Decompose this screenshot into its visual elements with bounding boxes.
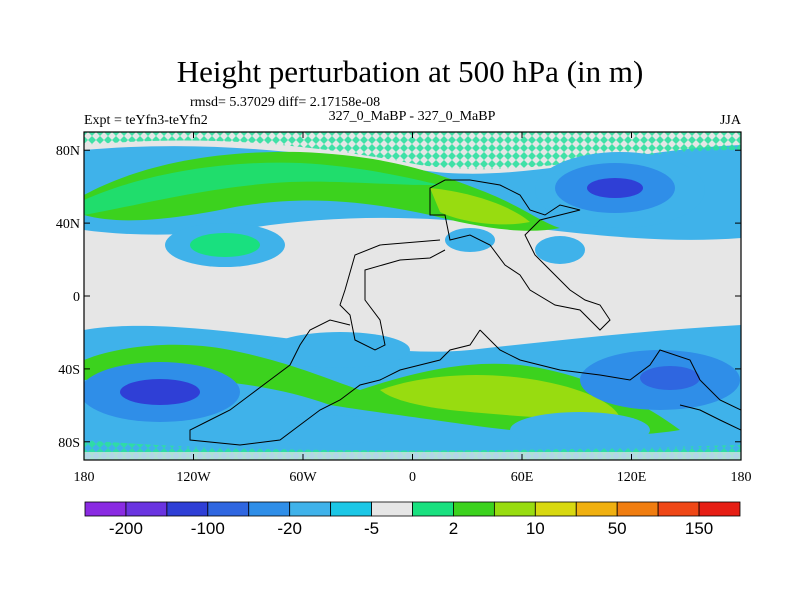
colorbar-swatch xyxy=(371,501,413,517)
colorbar-label: 50 xyxy=(608,519,627,538)
right-label: JJA xyxy=(720,113,742,128)
sh-yellow-core xyxy=(380,374,620,420)
colorbar-swatch xyxy=(698,501,741,517)
colorbar-label: 2 xyxy=(449,519,458,538)
coastline-southern-continents xyxy=(189,319,741,446)
colorbar-swatch xyxy=(207,501,250,517)
colorbar-swatch xyxy=(657,501,700,517)
x-tick-label: 60W xyxy=(289,470,317,485)
nh-green-edge xyxy=(84,162,440,215)
coastline-africa-arm xyxy=(339,239,446,351)
center-label: 327_0_MaBP - 327_0_MaBP xyxy=(329,109,496,124)
x-tick-label: 60E xyxy=(511,470,534,485)
colorbar-swatch xyxy=(248,501,291,517)
colorbar-swatch xyxy=(575,501,618,517)
sh-blue-low-east-core xyxy=(640,366,700,390)
colorbar-label: 10 xyxy=(526,519,545,538)
nh-low-east xyxy=(535,236,585,264)
sh-low-south-central xyxy=(270,415,390,445)
colorbar-swatch xyxy=(412,501,454,517)
x-tick-label: 120E xyxy=(617,470,647,485)
colorbar-label: -20 xyxy=(277,519,302,538)
nh-blue-low-ne-core xyxy=(587,178,643,198)
colorbar-label: -200 xyxy=(109,519,143,538)
sh-blue-low-west-core xyxy=(120,379,200,405)
x-tick-label: 180 xyxy=(74,470,95,485)
colorbar-swatch xyxy=(330,501,372,517)
nh-low-center xyxy=(445,228,495,252)
nh-low-west-core xyxy=(190,233,260,257)
left-label: Expt = teYfn3-teYfn2 xyxy=(84,113,208,128)
sh-low-south-east xyxy=(510,412,650,448)
y-tick-label: 0 xyxy=(73,290,80,305)
y-tick-label: 40N xyxy=(56,217,80,232)
chart-title: Height perturbation at 500 hPa (in m) xyxy=(177,54,644,89)
colorbar-swatch xyxy=(616,501,659,517)
y-tick-label: 80S xyxy=(58,436,80,451)
colorbar-swatch xyxy=(84,501,127,517)
nh-green-core xyxy=(430,188,530,225)
x-tick-label: 0 xyxy=(409,470,416,485)
map-field xyxy=(84,132,741,460)
coastline xyxy=(429,179,611,331)
axis-ticks: 180 120W 60W 0 60E 120E 180 80N 40N 0 40S 80S xyxy=(56,132,752,485)
colorbar-swatch xyxy=(166,501,209,517)
colorbar-swatch xyxy=(493,501,536,517)
colorbar-label: -5 xyxy=(364,519,379,538)
y-tick-label: 80N xyxy=(56,144,80,159)
colorbar-swatch xyxy=(125,501,168,517)
colorbar-label: 150 xyxy=(685,519,713,538)
stats-label: rmsd= 5.37029 diff= 2.17158e-08 xyxy=(190,95,380,110)
y-tick-label: 40S xyxy=(58,363,80,378)
x-tick-label: 180 xyxy=(731,470,752,485)
colorbar-swatch xyxy=(289,501,332,517)
colorbar: -200 -100 -20 -5 2 10 50 150 xyxy=(84,501,741,538)
colorbar-label: -100 xyxy=(191,519,225,538)
sh-mid-low xyxy=(270,332,410,368)
colorbar-swatch xyxy=(453,501,495,517)
x-tick-label: 120W xyxy=(176,470,211,485)
colorbar-swatch xyxy=(534,501,577,517)
